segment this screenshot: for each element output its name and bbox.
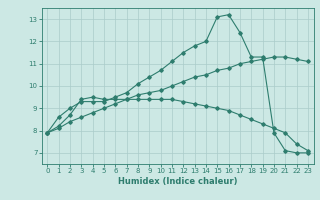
X-axis label: Humidex (Indice chaleur): Humidex (Indice chaleur) — [118, 177, 237, 186]
